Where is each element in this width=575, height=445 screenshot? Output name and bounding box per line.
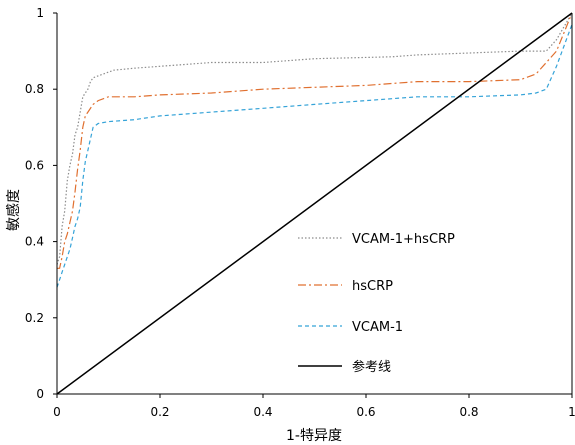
- x-tick-label: 1: [568, 405, 575, 419]
- series-line-1: [57, 12, 573, 269]
- x-tick-label: 0: [53, 405, 61, 419]
- y-axis-title: 敏感度: [5, 189, 22, 231]
- y-tick-label: 0.4: [25, 235, 44, 249]
- y-tick-label: 0.8: [25, 82, 44, 96]
- legend-label-3: 参考线: [352, 359, 391, 375]
- y-tick-label: 0: [36, 387, 44, 401]
- legend: VCAM-1+hsCRP hsCRP VCAM-1 参考线: [298, 232, 455, 375]
- y-tick-label: 0.2: [25, 311, 44, 325]
- series-line-0: [56, 12, 573, 265]
- x-axis-title: 1-特异度: [286, 428, 342, 444]
- x-tick-label: 0.4: [253, 405, 272, 419]
- legend-label-1: hsCRP: [352, 279, 393, 294]
- axes: [56, 13, 573, 395]
- y-tick-label: 0.6: [25, 158, 44, 172]
- x-tick-label: 0.2: [150, 405, 169, 419]
- legend-label-2: VCAM-1: [352, 320, 403, 335]
- y-tick-label: 1: [36, 6, 44, 20]
- plot-lines: [56, 12, 573, 395]
- legend-label-0: VCAM-1+hsCRP: [352, 232, 455, 247]
- x-tick-label: 0.8: [459, 405, 478, 419]
- x-ticks: 0 0.2 0.4 0.6 0.8 1: [53, 394, 575, 419]
- series-line-3: [56, 12, 573, 395]
- y-ticks: 0 0.2 0.4 0.6 0.8 1: [25, 6, 57, 401]
- series-line-2: [56, 24, 573, 288]
- x-tick-label: 0.6: [356, 405, 375, 419]
